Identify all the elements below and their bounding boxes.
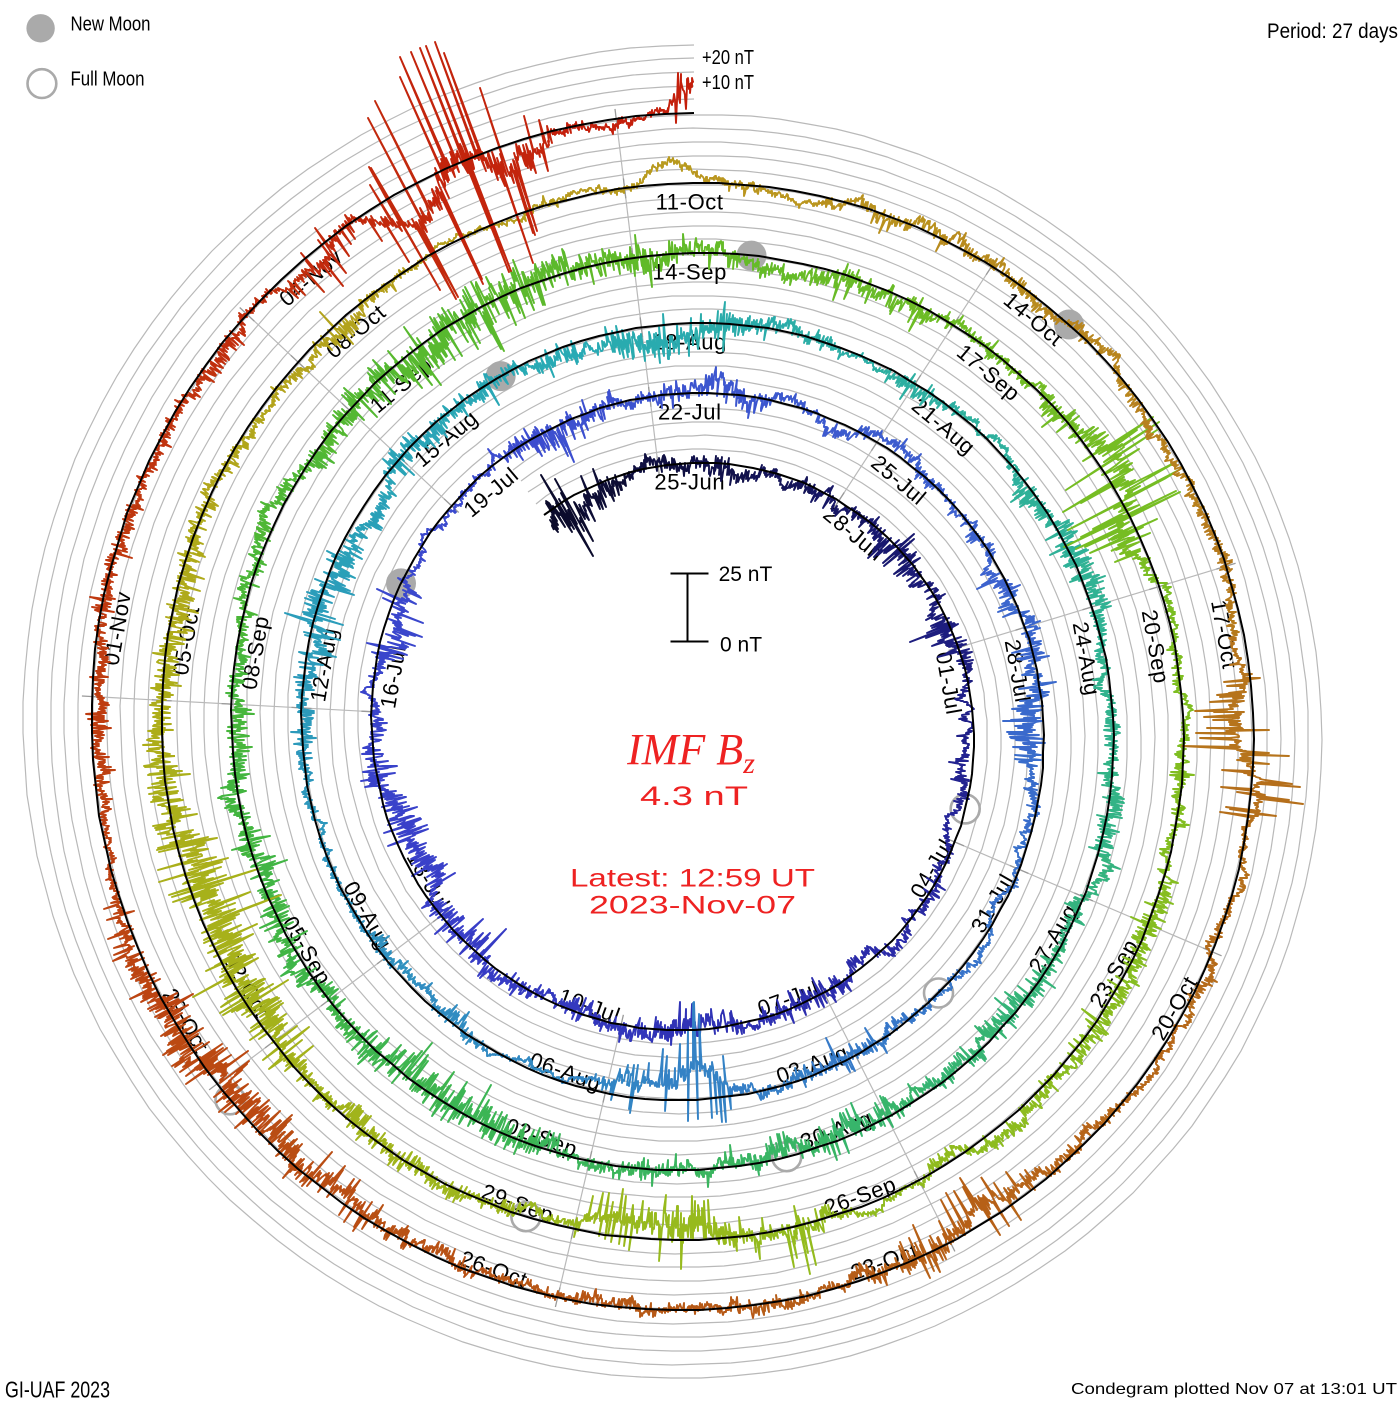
svg-text:4.3 nT: 4.3 nT xyxy=(640,781,748,811)
svg-text:Latest: 12:59 UT: Latest: 12:59 UT xyxy=(570,865,815,893)
svg-text:11-Oct: 11-Oct xyxy=(656,189,724,214)
svg-text:GI-UAF 2023: GI-UAF 2023 xyxy=(5,1377,110,1401)
svg-text:IMF Bz: IMF Bz xyxy=(626,725,755,780)
svg-text:25 nT: 25 nT xyxy=(719,563,773,586)
svg-text:New Moon: New Moon xyxy=(71,14,151,36)
svg-text:22-Jul: 22-Jul xyxy=(658,399,722,424)
svg-text:0 nT: 0 nT xyxy=(720,634,762,657)
svg-text:Condegram plotted Nov 07 at 13: Condegram plotted Nov 07 at 13:01 UT xyxy=(1071,1381,1397,1398)
svg-text:2023-Nov-07: 2023-Nov-07 xyxy=(589,892,796,920)
svg-text:Full Moon: Full Moon xyxy=(71,69,145,91)
svg-text:+20 nT: +20 nT xyxy=(702,47,754,69)
svg-text:Period: 27 days: Period: 27 days xyxy=(1267,20,1398,43)
svg-text:14-Sep: 14-Sep xyxy=(652,259,727,284)
svg-text:+10 nT: +10 nT xyxy=(702,72,754,94)
